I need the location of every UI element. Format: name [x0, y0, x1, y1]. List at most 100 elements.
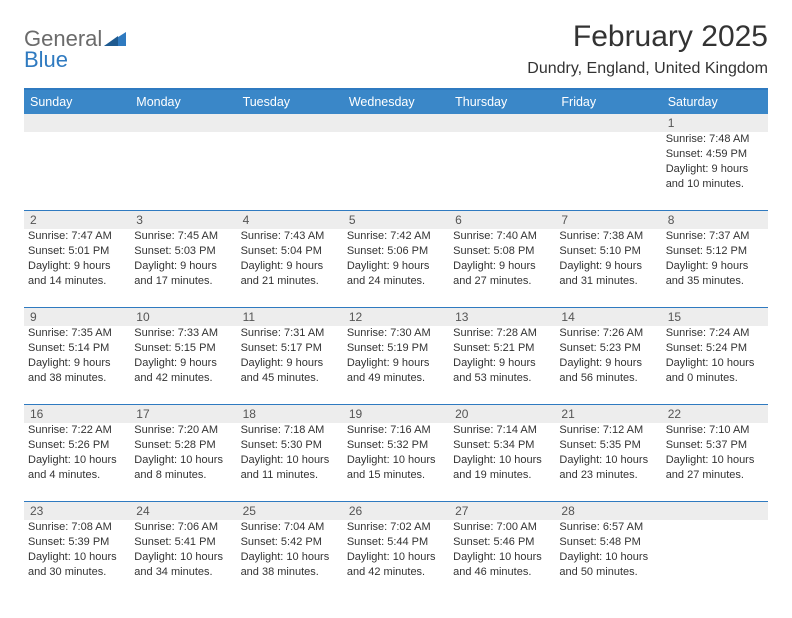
sunset-text: Sunset: 5:37 PM [666, 438, 764, 453]
day-cell: Sunrise: 7:45 AMSunset: 5:03 PMDaylight:… [130, 229, 236, 307]
day-number [130, 114, 236, 132]
week-row: Sunrise: 7:48 AMSunset: 4:59 PMDaylight:… [24, 132, 768, 210]
day-number [24, 114, 130, 132]
daylight-text: Daylight: 10 hours and 46 minutes. [453, 550, 551, 580]
sunset-text: Sunset: 5:12 PM [666, 244, 764, 259]
sunrise-text: Sunrise: 7:31 AM [241, 326, 339, 341]
sunrise-text: Sunrise: 7:26 AM [559, 326, 657, 341]
day-cell [237, 132, 343, 210]
day-number: 24 [130, 502, 236, 520]
day-number: 20 [449, 405, 555, 423]
daylight-text: Daylight: 10 hours and 38 minutes. [241, 550, 339, 580]
daylight-text: Daylight: 10 hours and 34 minutes. [134, 550, 232, 580]
daylight-text: Daylight: 9 hours and 24 minutes. [347, 259, 445, 289]
sunset-text: Sunset: 5:46 PM [453, 535, 551, 550]
day-number: 12 [343, 308, 449, 326]
daylight-text: Daylight: 9 hours and 17 minutes. [134, 259, 232, 289]
daylight-text: Daylight: 9 hours and 10 minutes. [666, 162, 764, 192]
day-number [662, 502, 768, 520]
sunset-text: Sunset: 5:17 PM [241, 341, 339, 356]
daylight-text: Daylight: 10 hours and 11 minutes. [241, 453, 339, 483]
week-row: Sunrise: 7:08 AMSunset: 5:39 PMDaylight:… [24, 520, 768, 598]
daylight-text: Daylight: 9 hours and 49 minutes. [347, 356, 445, 386]
day-number: 21 [555, 405, 661, 423]
day-cell: Sunrise: 7:37 AMSunset: 5:12 PMDaylight:… [662, 229, 768, 307]
sunrise-text: Sunrise: 7:06 AM [134, 520, 232, 535]
day-number: 26 [343, 502, 449, 520]
sunrise-text: Sunrise: 7:22 AM [28, 423, 126, 438]
day-cell: Sunrise: 7:38 AMSunset: 5:10 PMDaylight:… [555, 229, 661, 307]
daynum-band: 9101112131415 [24, 307, 768, 326]
sunrise-text: Sunrise: 7:43 AM [241, 229, 339, 244]
day-number: 5 [343, 211, 449, 229]
day-number: 23 [24, 502, 130, 520]
day-cell: Sunrise: 7:43 AMSunset: 5:04 PMDaylight:… [237, 229, 343, 307]
day-cell: Sunrise: 6:57 AMSunset: 5:48 PMDaylight:… [555, 520, 661, 598]
day-number: 28 [555, 502, 661, 520]
daylight-text: Daylight: 9 hours and 14 minutes. [28, 259, 126, 289]
sunrise-text: Sunrise: 7:04 AM [241, 520, 339, 535]
day-cell: Sunrise: 7:47 AMSunset: 5:01 PMDaylight:… [24, 229, 130, 307]
week-row: Sunrise: 7:22 AMSunset: 5:26 PMDaylight:… [24, 423, 768, 501]
day-number: 10 [130, 308, 236, 326]
day-cell: Sunrise: 7:08 AMSunset: 5:39 PMDaylight:… [24, 520, 130, 598]
daylight-text: Daylight: 10 hours and 42 minutes. [347, 550, 445, 580]
day-cell: Sunrise: 7:33 AMSunset: 5:15 PMDaylight:… [130, 326, 236, 404]
header: General Blue February 2025 Dundry, Engla… [24, 20, 768, 78]
day-cell: Sunrise: 7:10 AMSunset: 5:37 PMDaylight:… [662, 423, 768, 501]
sunset-text: Sunset: 5:35 PM [559, 438, 657, 453]
sunset-text: Sunset: 5:15 PM [134, 341, 232, 356]
day-number: 7 [555, 211, 661, 229]
sunrise-text: Sunrise: 7:12 AM [559, 423, 657, 438]
day-number [555, 114, 661, 132]
day-cell: Sunrise: 7:06 AMSunset: 5:41 PMDaylight:… [130, 520, 236, 598]
sunset-text: Sunset: 5:39 PM [28, 535, 126, 550]
sunrise-text: Sunrise: 7:30 AM [347, 326, 445, 341]
day-number: 1 [662, 114, 768, 132]
day-cell: Sunrise: 7:24 AMSunset: 5:24 PMDaylight:… [662, 326, 768, 404]
weekday-col: Sunday [24, 90, 130, 114]
daylight-text: Daylight: 10 hours and 15 minutes. [347, 453, 445, 483]
day-cell: Sunrise: 7:35 AMSunset: 5:14 PMDaylight:… [24, 326, 130, 404]
sunset-text: Sunset: 5:06 PM [347, 244, 445, 259]
day-number: 18 [237, 405, 343, 423]
sunset-text: Sunset: 5:08 PM [453, 244, 551, 259]
weekday-header: Sunday Monday Tuesday Wednesday Thursday… [24, 90, 768, 114]
day-cell: Sunrise: 7:14 AMSunset: 5:34 PMDaylight:… [449, 423, 555, 501]
daylight-text: Daylight: 9 hours and 42 minutes. [134, 356, 232, 386]
sunrise-text: Sunrise: 7:35 AM [28, 326, 126, 341]
sunrise-text: Sunrise: 7:40 AM [453, 229, 551, 244]
day-cell: Sunrise: 7:04 AMSunset: 5:42 PMDaylight:… [237, 520, 343, 598]
sunset-text: Sunset: 5:48 PM [559, 535, 657, 550]
day-number [237, 114, 343, 132]
day-number: 17 [130, 405, 236, 423]
daylight-text: Daylight: 9 hours and 45 minutes. [241, 356, 339, 386]
daylight-text: Daylight: 9 hours and 56 minutes. [559, 356, 657, 386]
sunset-text: Sunset: 5:34 PM [453, 438, 551, 453]
sunset-text: Sunset: 5:23 PM [559, 341, 657, 356]
day-cell [343, 132, 449, 210]
sunrise-text: Sunrise: 7:38 AM [559, 229, 657, 244]
brand-triangle-icon [104, 28, 126, 46]
title-block: February 2025 Dundry, England, United Ki… [527, 20, 768, 78]
sunset-text: Sunset: 5:24 PM [666, 341, 764, 356]
sunrise-text: Sunrise: 7:48 AM [666, 132, 764, 147]
daylight-text: Daylight: 10 hours and 50 minutes. [559, 550, 657, 580]
day-cell: Sunrise: 7:02 AMSunset: 5:44 PMDaylight:… [343, 520, 449, 598]
day-number: 25 [237, 502, 343, 520]
daynum-band: 1 [24, 114, 768, 132]
day-number: 9 [24, 308, 130, 326]
weekday-col: Saturday [662, 90, 768, 114]
day-cell [130, 132, 236, 210]
daylight-text: Daylight: 10 hours and 8 minutes. [134, 453, 232, 483]
sunset-text: Sunset: 5:28 PM [134, 438, 232, 453]
sunset-text: Sunset: 4:59 PM [666, 147, 764, 162]
daylight-text: Daylight: 10 hours and 30 minutes. [28, 550, 126, 580]
weekday-col: Tuesday [237, 90, 343, 114]
sunrise-text: Sunrise: 7:47 AM [28, 229, 126, 244]
day-number: 8 [662, 211, 768, 229]
day-number [343, 114, 449, 132]
sunrise-text: Sunrise: 7:45 AM [134, 229, 232, 244]
day-number: 16 [24, 405, 130, 423]
daylight-text: Daylight: 9 hours and 35 minutes. [666, 259, 764, 289]
